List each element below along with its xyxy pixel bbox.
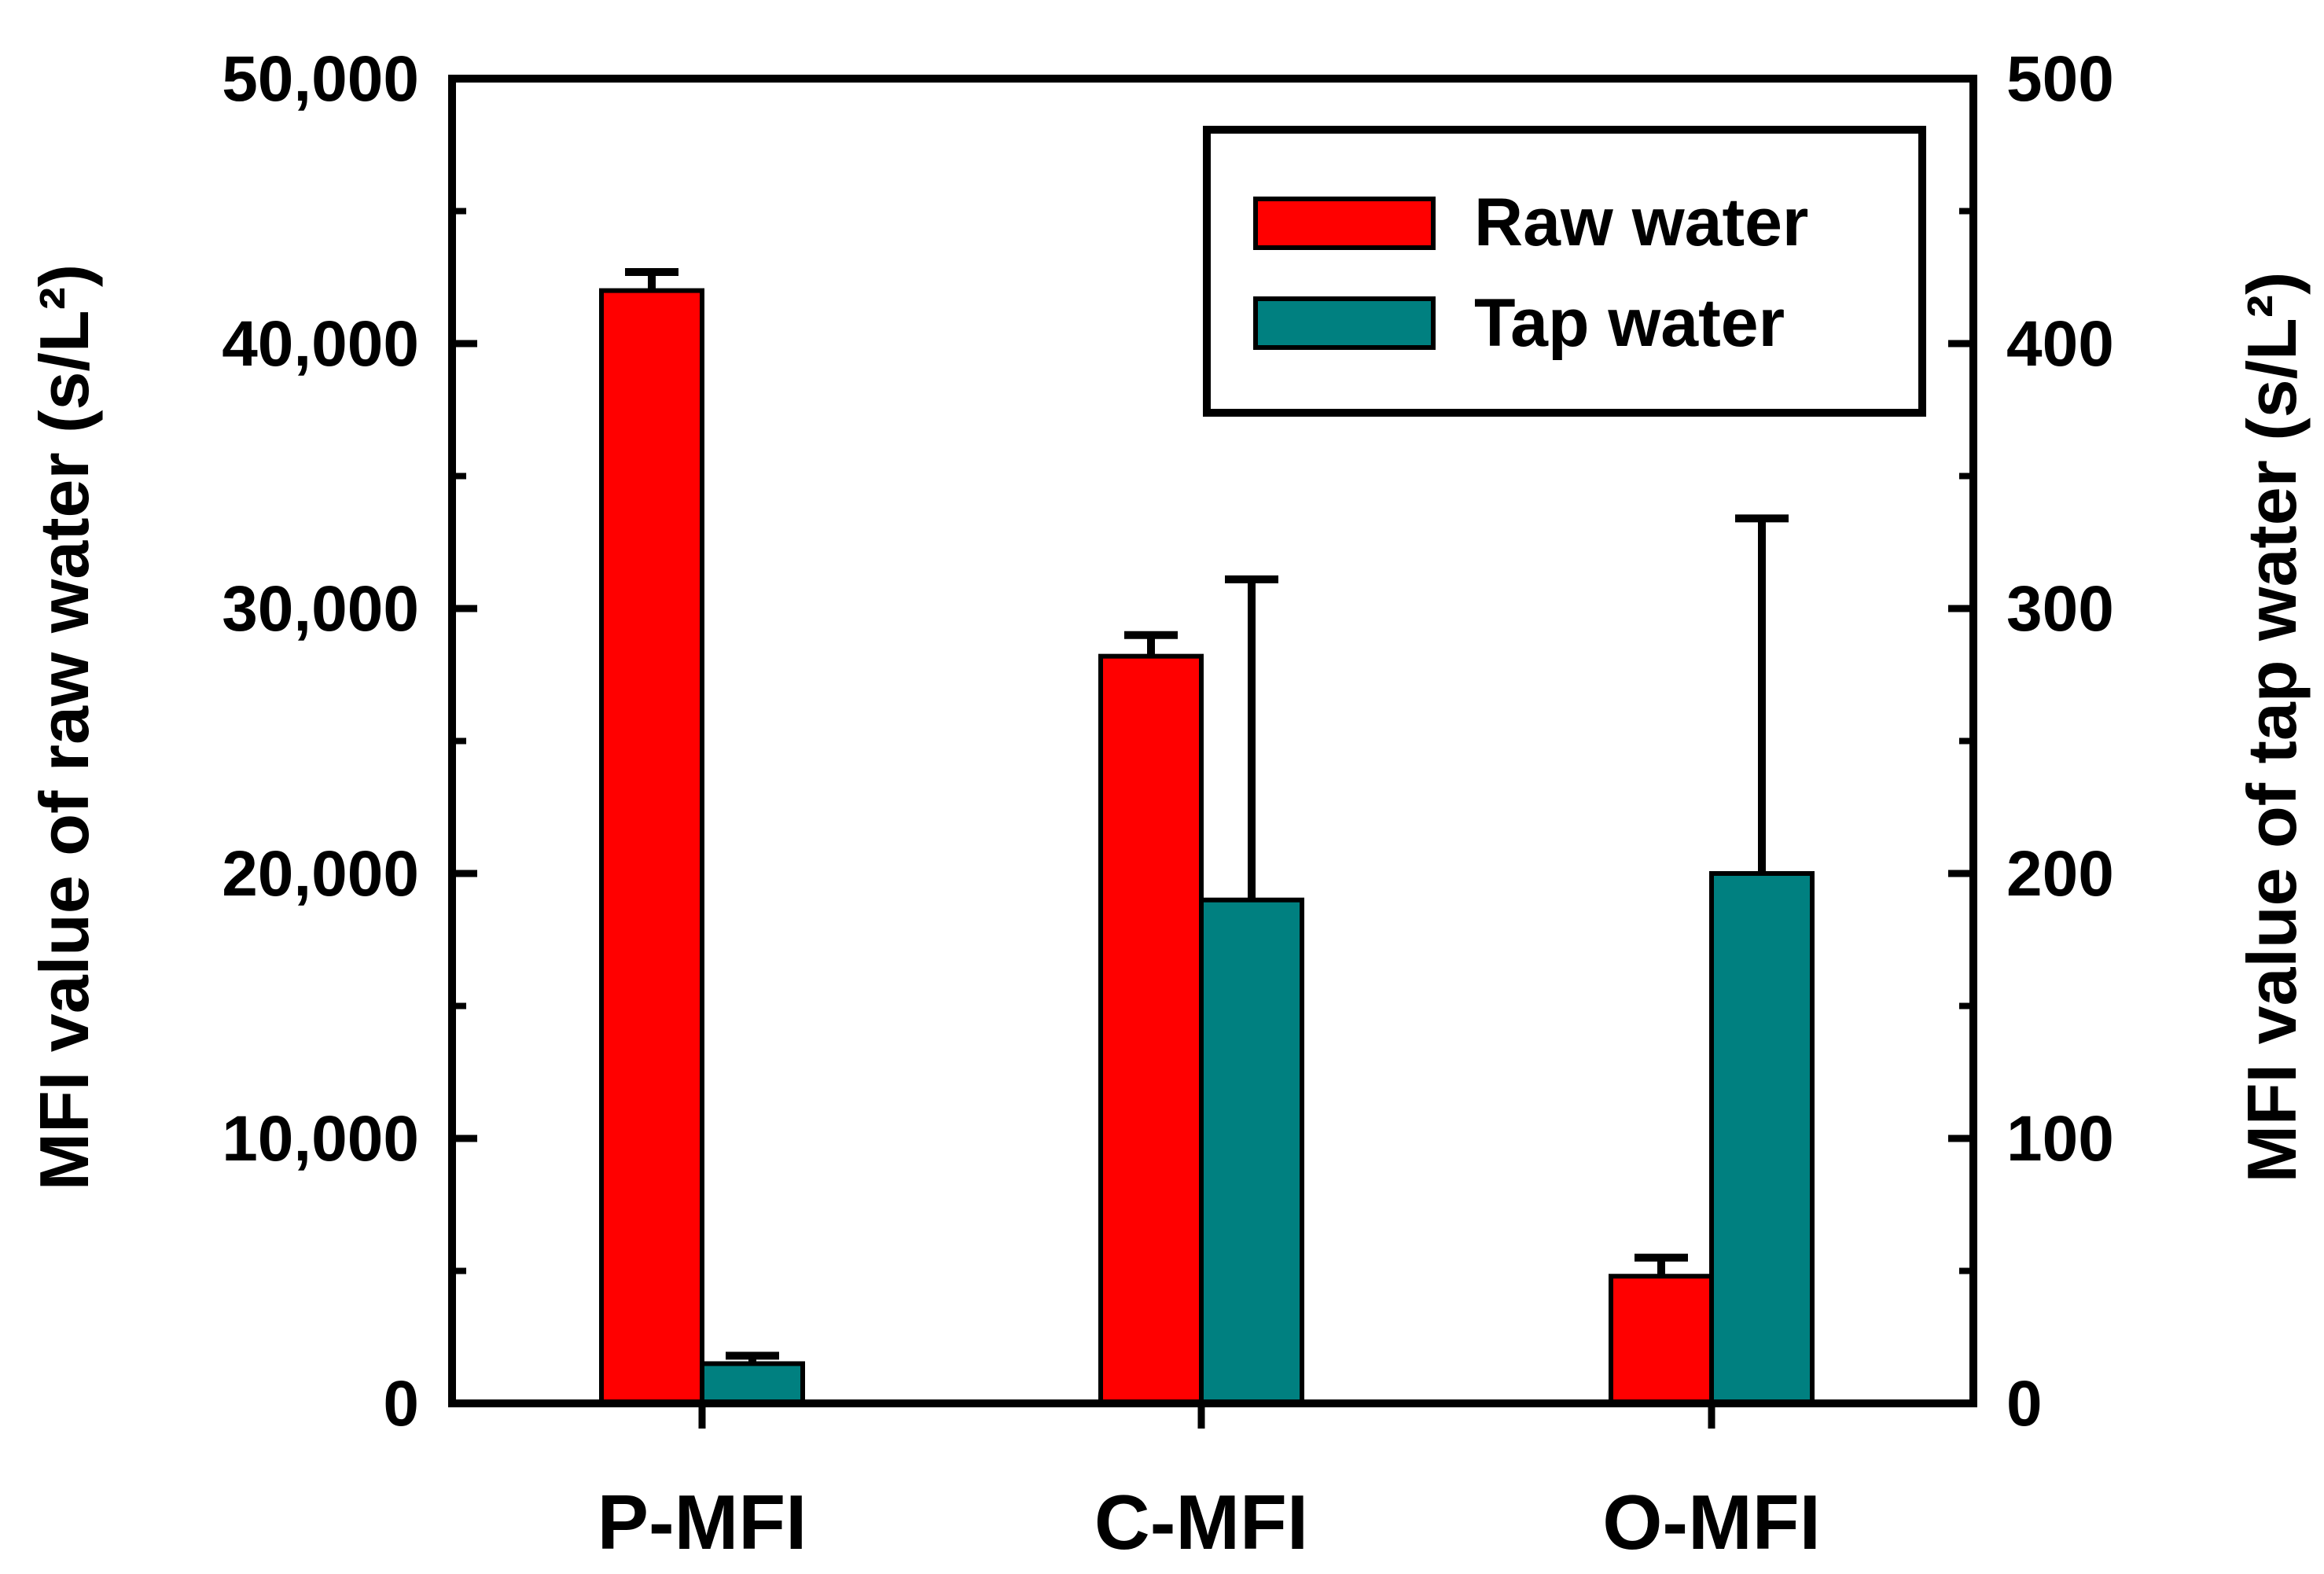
- y-left-tick-label: 40,000: [222, 308, 419, 380]
- legend-frame: [1203, 126, 1926, 417]
- legend-swatch-tap-water: [1253, 296, 1436, 350]
- legend: Raw water Tap water: [1203, 126, 1926, 417]
- error-bars-layer: [625, 268, 1789, 1364]
- y-right-tick-label: 500: [2006, 43, 2114, 115]
- y-left-tick-label: 50,000: [222, 43, 419, 115]
- labels-layer: 0 0 10,000 100 20,000 200 30,000 300 40,000 400 50…: [222, 43, 2114, 1565]
- bar-tap-water-o-mfi: [1709, 871, 1815, 1406]
- x-tick-label-o-mfi: O-MFI: [1602, 1479, 1821, 1565]
- y-right-tick-label: 300: [2006, 573, 2114, 645]
- bar-tap-water-c-mfi: [1199, 897, 1304, 1406]
- bar-raw-water-o-mfi: [1609, 1274, 1714, 1406]
- y-right-tick-label: 200: [2006, 838, 2114, 910]
- y-left-tick-label: 20,000: [222, 838, 419, 910]
- y-right-tick-label: 100: [2006, 1103, 2114, 1175]
- legend-swatch-raw-water: [1253, 197, 1436, 250]
- bars-layer: [599, 288, 1815, 1407]
- bar-tap-water-p-mfi: [700, 1361, 805, 1406]
- y-axis-left-title: MFI value of raw water (s/L²): [25, 264, 103, 1190]
- y-axis-right-title: MFI value of tap water (s/L²): [2233, 272, 2311, 1183]
- y-left-tick-label: 10,000: [222, 1103, 419, 1175]
- legend-label-tap-water: Tap water: [1474, 285, 1785, 361]
- legend-label-raw-water: Raw water: [1474, 185, 1808, 260]
- y-left-tick-label: 30,000: [222, 573, 419, 645]
- bar-raw-water-p-mfi: [599, 288, 704, 1407]
- x-tick-label-p-mfi: P-MFI: [598, 1479, 807, 1565]
- y-right-tick-label: 0: [2006, 1368, 2043, 1440]
- axes-layer: [448, 75, 1977, 1429]
- y-left-tick-label: 0: [383, 1368, 419, 1440]
- y-right-tick-label: 400: [2006, 308, 2114, 380]
- x-tick-label-c-mfi: C-MFI: [1094, 1479, 1308, 1565]
- bar-raw-water-c-mfi: [1098, 653, 1204, 1406]
